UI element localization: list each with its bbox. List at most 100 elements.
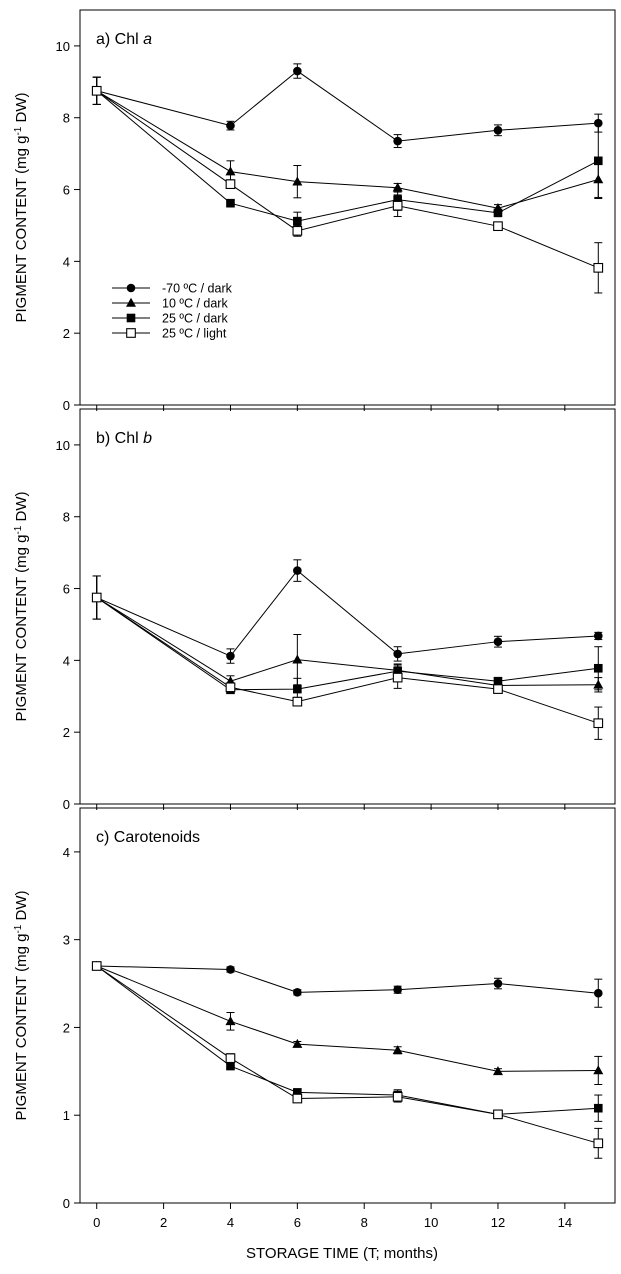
- panel-title: c) Carotenoids: [96, 829, 200, 846]
- legend-marker: [126, 328, 136, 338]
- y-tick-label: 2: [63, 1020, 70, 1035]
- y-tick-label: 2: [63, 326, 70, 341]
- data-point: [393, 649, 402, 659]
- y-tick-label: 4: [63, 653, 70, 668]
- data-point: [493, 221, 503, 232]
- data-point: [493, 208, 503, 218]
- x-tick-label: 14: [558, 1215, 572, 1230]
- data-point: [392, 1045, 403, 1055]
- data-point: [492, 1066, 503, 1076]
- data-point: [593, 156, 603, 166]
- data-point: [292, 1093, 303, 1104]
- series-4: [91, 76, 604, 294]
- plot-frame: [79, 9, 616, 406]
- series-line: [96, 597, 599, 691]
- y-tick-label: 0: [63, 1196, 70, 1211]
- series-1: [92, 961, 603, 1008]
- plot-frame: [79, 408, 616, 805]
- series-line: [96, 965, 599, 1144]
- data-point: [593, 262, 604, 273]
- data-point: [292, 654, 303, 664]
- y-tick-label: 8: [63, 510, 70, 525]
- data-point: [393, 136, 402, 146]
- x-axis-label: STORAGE TIME (T; months): [246, 1245, 438, 1262]
- y-tick-label: 1: [63, 1108, 70, 1123]
- legend-marker: [126, 297, 136, 307]
- y-tick-label: 4: [63, 845, 70, 860]
- panel-title: b) Chl b: [96, 430, 152, 447]
- series-3: [92, 575, 603, 701]
- data-point: [493, 684, 503, 694]
- y-tick-label: 0: [63, 797, 70, 812]
- data-point: [593, 718, 604, 729]
- legend-label: 25 ºC / light: [162, 327, 227, 341]
- data-point: [392, 1091, 403, 1102]
- data-point: [493, 125, 503, 135]
- series-line: [96, 597, 599, 724]
- data-point: [593, 631, 603, 641]
- data-point: [293, 1088, 302, 1097]
- data-point: [226, 651, 235, 661]
- series-line: [96, 70, 599, 142]
- data-point: [493, 676, 503, 686]
- series-2: [91, 575, 604, 693]
- y-tick-label: 3: [63, 933, 70, 948]
- data-point: [292, 225, 303, 236]
- y-axis-label: PIGMENT CONTENT (mg g-1 DW): [13, 92, 31, 322]
- data-point: [225, 1053, 236, 1064]
- y-axis-label: PIGMENT CONTENT (mg g-1 DW): [13, 890, 31, 1120]
- series-line: [96, 90, 599, 222]
- x-tick-label: 4: [227, 1215, 234, 1230]
- series-line: [96, 597, 599, 687]
- data-point: [593, 988, 603, 998]
- series-line: [96, 965, 599, 1115]
- data-point: [293, 566, 302, 575]
- series-4: [91, 961, 604, 1159]
- data-point: [593, 663, 603, 673]
- data-point: [293, 684, 302, 694]
- data-point: [226, 198, 235, 208]
- legend-label: -70 ºC / dark: [162, 282, 233, 296]
- x-tick-label: 0: [93, 1215, 100, 1230]
- y-tick-label: 6: [63, 183, 70, 198]
- series-line: [96, 90, 599, 269]
- y-tick-label: 10: [56, 39, 70, 54]
- y-tick-label: 4: [63, 254, 70, 269]
- series-3: [92, 76, 603, 231]
- y-axis-label: PIGMENT CONTENT (mg g-1 DW): [13, 491, 31, 721]
- series-2: [91, 960, 604, 1085]
- data-point: [226, 121, 235, 130]
- data-point: [225, 682, 236, 693]
- series-line: [96, 965, 599, 994]
- data-point: [593, 1065, 604, 1075]
- y-tick-label: 8: [63, 111, 70, 126]
- data-point: [292, 176, 303, 186]
- data-point: [493, 1109, 503, 1120]
- data-point: [493, 637, 503, 646]
- data-point: [225, 166, 236, 176]
- data-point: [593, 1103, 603, 1113]
- data-point: [226, 965, 235, 974]
- y-tick-label: 0: [63, 398, 70, 413]
- legend-marker: [126, 283, 136, 293]
- data-point: [293, 66, 302, 76]
- data-point: [225, 179, 236, 190]
- x-tick-label: 6: [294, 1215, 301, 1230]
- series-line: [96, 569, 599, 657]
- series-line: [96, 965, 599, 1072]
- data-point: [293, 988, 302, 997]
- data-point: [91, 85, 102, 96]
- panel-title: a) Chl a: [96, 31, 152, 48]
- data-point: [392, 200, 403, 211]
- data-point: [91, 961, 102, 971]
- data-point: [593, 1138, 604, 1149]
- series-line: [96, 90, 599, 209]
- data-point: [493, 979, 503, 988]
- plot-frame: [79, 807, 616, 1204]
- legend-label: 10 ºC / dark: [162, 297, 228, 311]
- data-point: [225, 1016, 236, 1026]
